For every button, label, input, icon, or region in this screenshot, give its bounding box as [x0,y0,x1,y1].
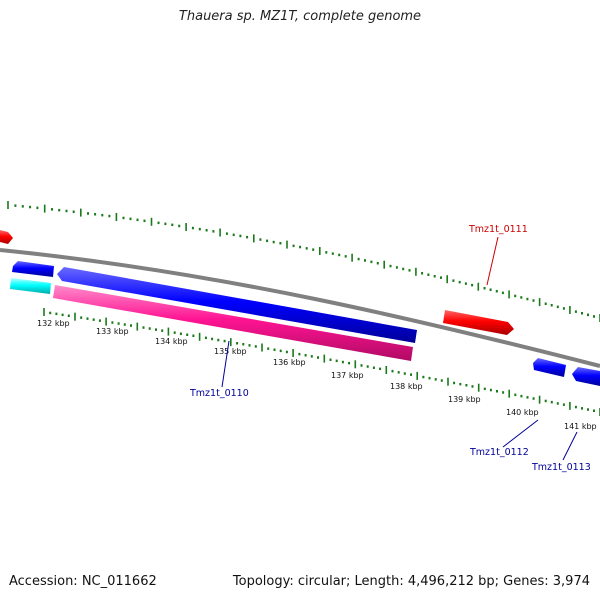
gene-track [0,230,600,386]
gene-labels: Tmz1t_0110 Tmz1t_0111 Tmz1t_0112 Tmz1t_0… [189,224,591,473]
gene-arrow-reverse[interactable] [572,367,600,386]
inner-tick-track [43,308,600,416]
genome-backbone [0,248,600,368]
gene-arrow-forward[interactable] [443,310,514,335]
callout-line [562,431,578,461]
outer-tick-track [7,201,600,322]
gene-arrow-reverse[interactable] [12,261,54,277]
kbp-tick-label: 140 kbp [506,408,539,417]
kbp-tick-label: 134 kbp [155,337,188,346]
gene-arrow-reverse[interactable] [533,358,566,377]
gene-label-tmz1t-0113[interactable]: Tmz1t_0113 [531,462,591,473]
gene-arrow-forward[interactable] [0,230,13,244]
callout-line [502,419,539,448]
callout-line [486,236,499,286]
rna-feature[interactable] [10,278,51,294]
gene-label-tmz1t-0112[interactable]: Tmz1t_0112 [469,447,529,458]
gene-label-tmz1t-0110[interactable]: Tmz1t_0110 [189,388,249,399]
kbp-tick-label: 136 kbp [273,358,306,367]
kbp-tick-label: 133 kbp [96,327,129,336]
map-title: Thauera sp. MZ1T, complete genome [178,9,422,24]
kbp-tick-label: 141 kbp [564,422,597,431]
kbp-tick-label: 138 kbp [390,382,423,391]
accession-text: Accession: NC_011662 [9,574,157,589]
gene-arrow-reverse[interactable] [57,267,417,343]
kbp-tick-label: 135 kbp [214,347,247,356]
kbp-tick-label: 132 kbp [37,319,70,328]
gene-label-tmz1t-0111[interactable]: Tmz1t_0111 [468,224,528,235]
kbp-tick-label: 139 kbp [448,395,481,404]
genome-summary-text: Topology: circular; Length: 4,496,212 bp… [232,574,590,589]
kbp-tick-label: 137 kbp [331,371,364,380]
cds-feature[interactable] [53,285,413,361]
callout-line [221,340,230,388]
kbp-scale-labels: 132 kbp 133 kbp 134 kbp 135 kbp 136 kbp … [37,319,597,431]
